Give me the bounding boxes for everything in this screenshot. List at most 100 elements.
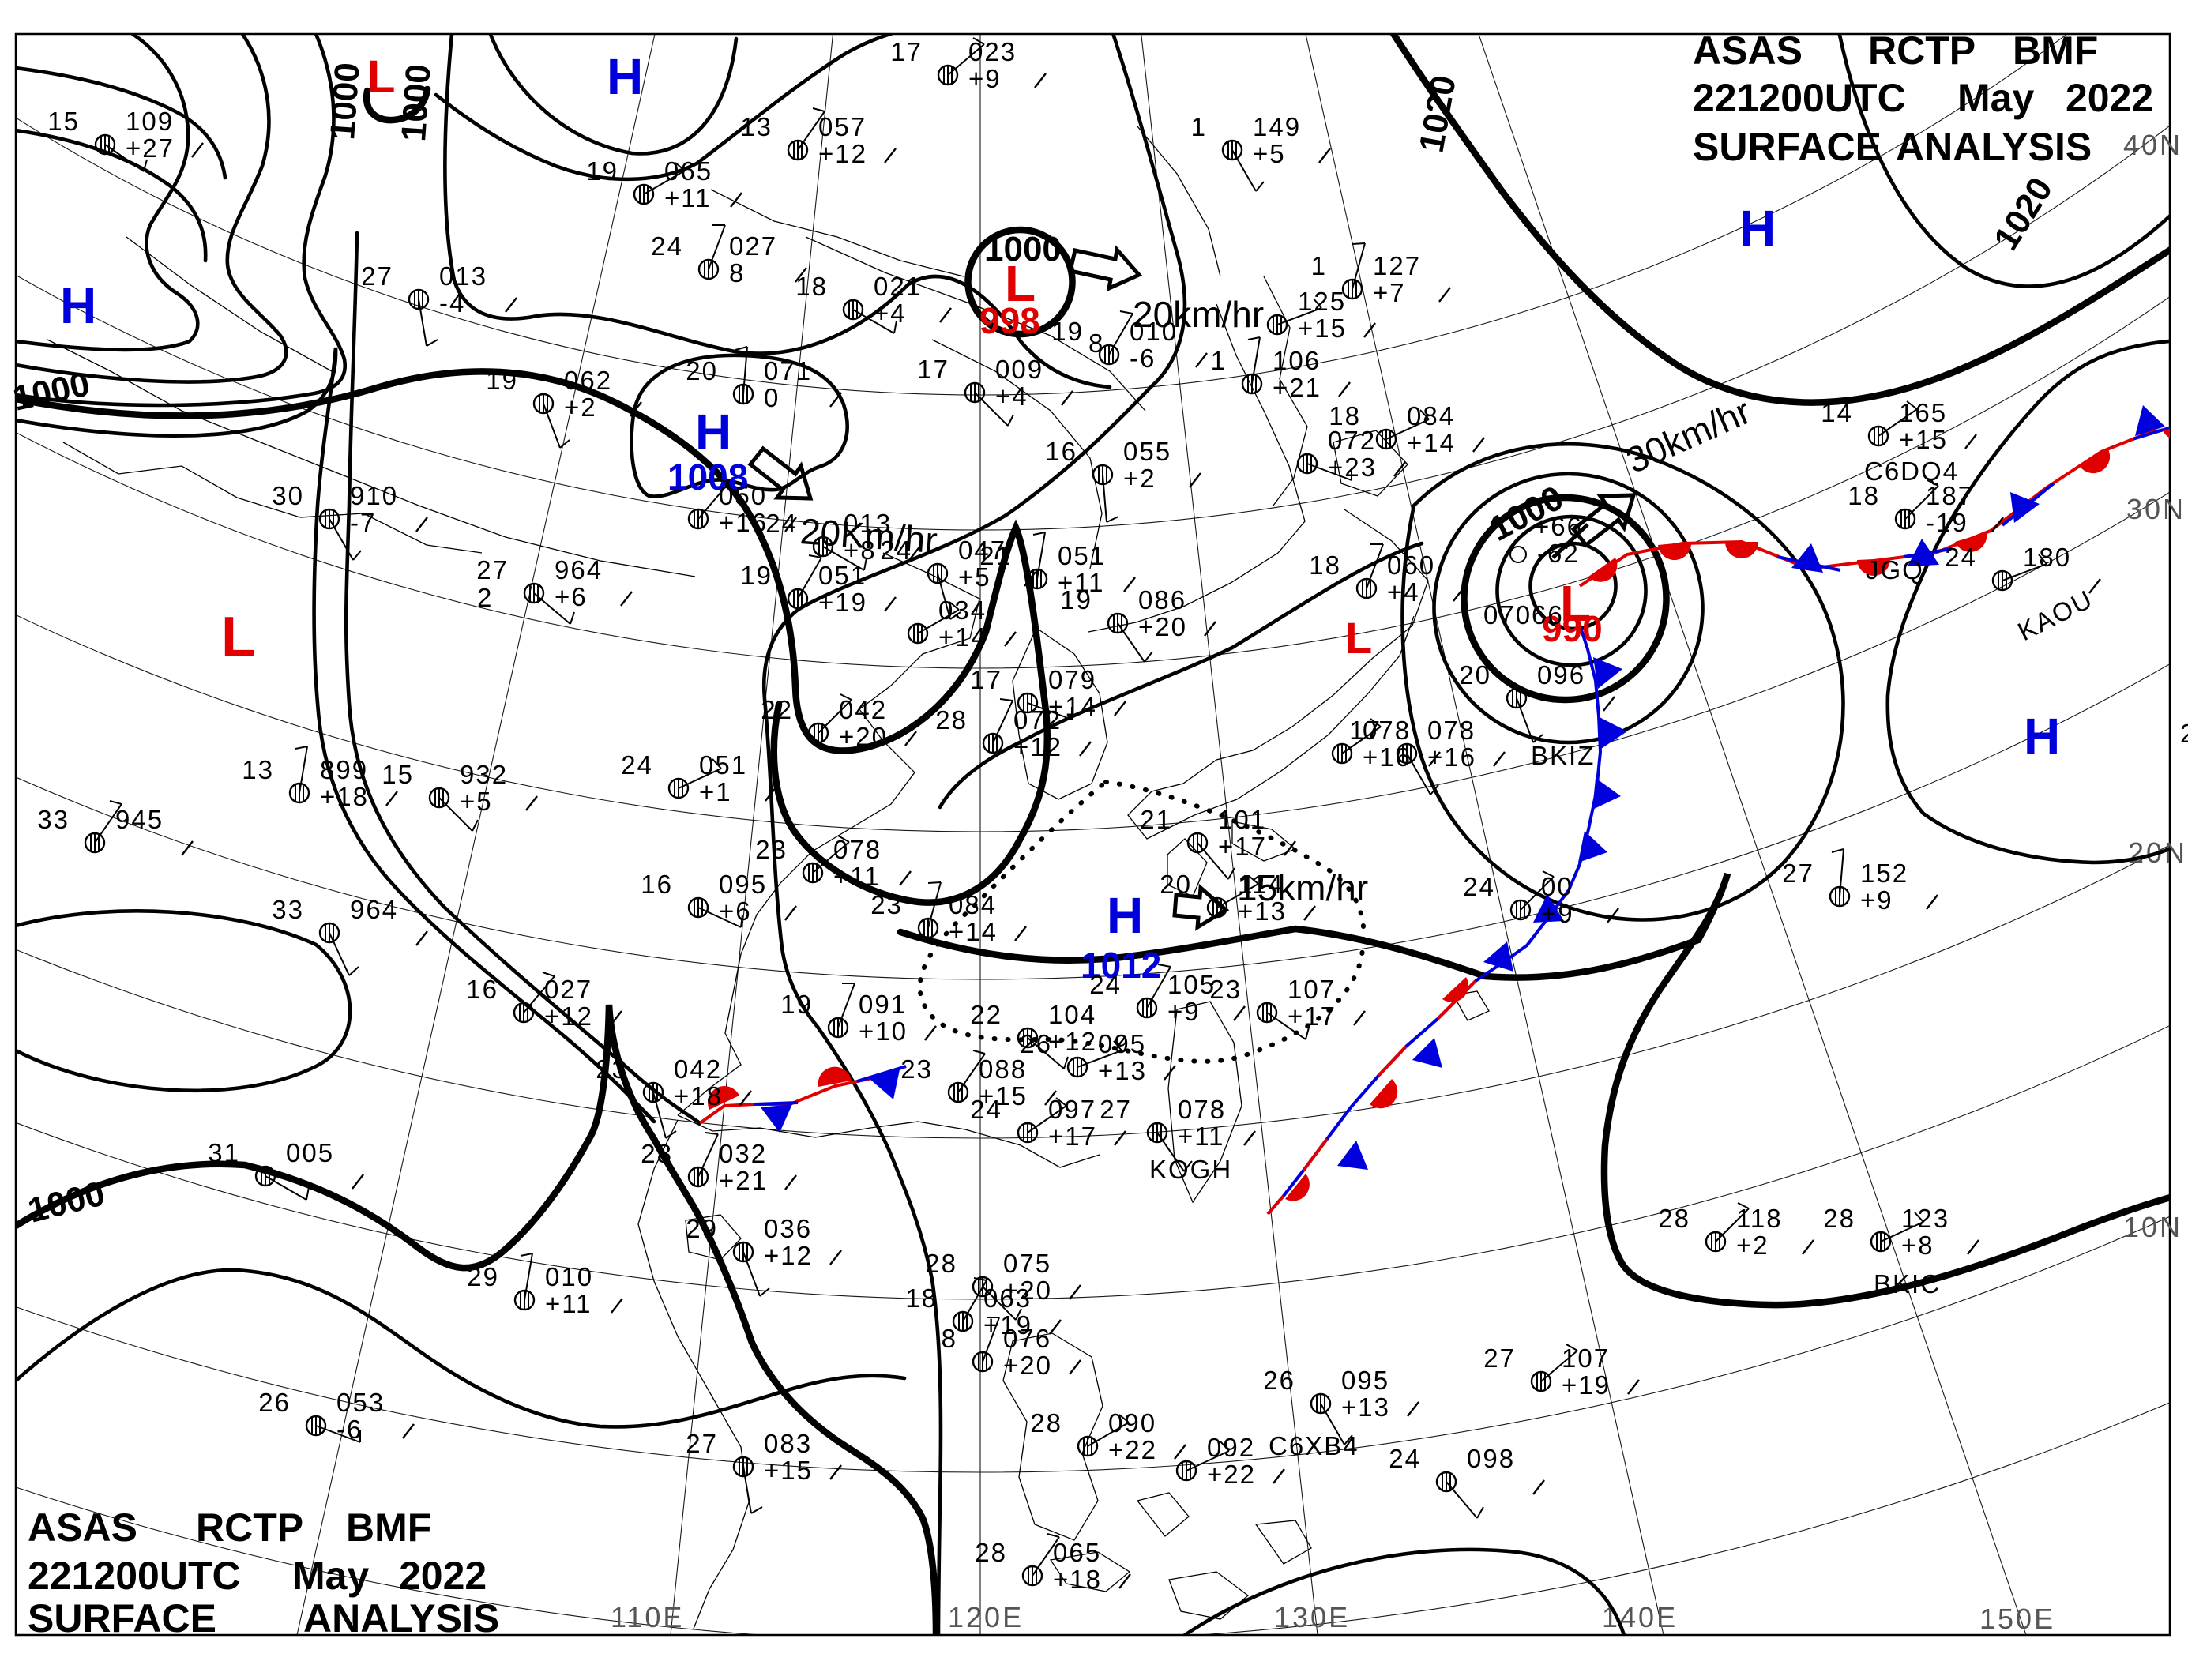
svg-text:BMF: BMF bbox=[2013, 28, 2098, 73]
svg-text:24: 24 bbox=[765, 509, 798, 538]
svg-text:+12: +12 bbox=[544, 1002, 593, 1031]
svg-text:May: May bbox=[1957, 76, 2034, 120]
svg-text:H: H bbox=[695, 404, 731, 460]
svg-text:+19: +19 bbox=[983, 1310, 1032, 1340]
svg-text:+7: +7 bbox=[1373, 278, 1406, 307]
svg-text:20: 20 bbox=[1160, 870, 1192, 899]
svg-text:078: 078 bbox=[1363, 716, 1411, 745]
svg-text:ASAS: ASAS bbox=[28, 1505, 137, 1550]
svg-text:26: 26 bbox=[258, 1388, 291, 1417]
svg-text:+12: +12 bbox=[1048, 1027, 1097, 1056]
svg-text:910: 910 bbox=[350, 481, 398, 510]
svg-text:+18: +18 bbox=[320, 782, 369, 811]
svg-text:-19: -19 bbox=[1926, 508, 1968, 537]
svg-text:013: 013 bbox=[844, 509, 892, 538]
svg-text:22: 22 bbox=[761, 695, 793, 724]
svg-text:072: 072 bbox=[1328, 426, 1376, 455]
svg-text:18: 18 bbox=[795, 272, 828, 301]
svg-text:107: 107 bbox=[1288, 975, 1336, 1004]
svg-text:065: 065 bbox=[664, 156, 712, 186]
svg-text:+20: +20 bbox=[1138, 612, 1187, 641]
svg-text:2022: 2022 bbox=[399, 1554, 487, 1598]
svg-text:H: H bbox=[60, 277, 96, 334]
svg-text:1000: 1000 bbox=[984, 230, 1062, 269]
svg-text:+22: +22 bbox=[1207, 1460, 1256, 1489]
svg-text:19: 19 bbox=[586, 156, 618, 186]
svg-text:33: 33 bbox=[272, 895, 304, 924]
svg-text:-6: -6 bbox=[336, 1415, 363, 1444]
svg-text:130E: 130E bbox=[1274, 1601, 1350, 1633]
svg-text:29: 29 bbox=[467, 1262, 499, 1291]
svg-text:13: 13 bbox=[740, 112, 773, 141]
svg-text:+15: +15 bbox=[979, 1081, 1028, 1111]
svg-text:19: 19 bbox=[486, 366, 518, 395]
svg-text:RCTP: RCTP bbox=[196, 1505, 303, 1550]
svg-text:28: 28 bbox=[1823, 1204, 1855, 1233]
svg-text:+4: +4 bbox=[874, 299, 907, 328]
svg-text:27: 27 bbox=[361, 261, 393, 291]
svg-text:40N: 40N bbox=[2123, 129, 2182, 161]
svg-text:152: 152 bbox=[1860, 859, 1908, 888]
svg-text:+17: +17 bbox=[1048, 1122, 1097, 1151]
svg-text:150E: 150E bbox=[1979, 1603, 2055, 1635]
svg-text:29: 29 bbox=[686, 1214, 718, 1243]
svg-text:19: 19 bbox=[1060, 585, 1092, 614]
svg-text:062: 062 bbox=[564, 366, 612, 395]
svg-text:L: L bbox=[221, 606, 256, 669]
svg-text:+13: +13 bbox=[1238, 896, 1287, 926]
svg-text:091: 091 bbox=[859, 990, 907, 1019]
svg-text:+14: +14 bbox=[1407, 428, 1456, 457]
svg-text:-4: -4 bbox=[439, 288, 465, 318]
svg-text:042: 042 bbox=[674, 1054, 722, 1084]
svg-text:ANALYSIS: ANALYSIS bbox=[1896, 125, 2092, 169]
svg-text:945: 945 bbox=[115, 805, 164, 834]
svg-text:14: 14 bbox=[1821, 398, 1853, 427]
svg-text:+11: +11 bbox=[1178, 1122, 1225, 1151]
svg-text:140E: 140E bbox=[1602, 1601, 1678, 1633]
svg-text:L: L bbox=[1345, 613, 1372, 663]
svg-text:23: 23 bbox=[755, 835, 788, 864]
svg-text:+11: +11 bbox=[1058, 568, 1105, 597]
svg-text:+15: +15 bbox=[764, 1456, 813, 1485]
svg-text:24: 24 bbox=[1389, 1444, 1421, 1473]
svg-text:RCTP: RCTP bbox=[1868, 28, 1976, 73]
svg-text:15km/hr: 15km/hr bbox=[1237, 867, 1368, 908]
svg-text:2: 2 bbox=[2180, 719, 2188, 748]
svg-text:078: 078 bbox=[1178, 1095, 1226, 1124]
svg-text:1: 1 bbox=[1191, 112, 1207, 141]
svg-text:1000: 1000 bbox=[323, 62, 367, 141]
svg-text:KOGH: KOGH bbox=[1149, 1155, 1232, 1184]
svg-text:2: 2 bbox=[477, 583, 493, 612]
svg-text:221200UTC: 221200UTC bbox=[28, 1554, 241, 1598]
svg-text:078: 078 bbox=[1427, 716, 1476, 745]
svg-text:23: 23 bbox=[870, 890, 903, 919]
svg-text:BKIC: BKIC bbox=[1874, 1269, 1941, 1299]
svg-text:+6: +6 bbox=[555, 582, 588, 611]
svg-text:084: 084 bbox=[949, 890, 997, 919]
svg-text:090: 090 bbox=[1108, 1408, 1156, 1438]
svg-text:+11: +11 bbox=[833, 862, 881, 891]
svg-text:+12: +12 bbox=[818, 139, 867, 168]
svg-text:+20: +20 bbox=[1003, 1351, 1052, 1380]
svg-text:095: 095 bbox=[1341, 1366, 1389, 1395]
svg-text:010: 010 bbox=[545, 1262, 593, 1291]
svg-text:053: 053 bbox=[336, 1388, 385, 1417]
svg-text:+20: +20 bbox=[1003, 1276, 1052, 1305]
svg-text:C6DQ4: C6DQ4 bbox=[1864, 457, 1959, 486]
svg-text:+4: +4 bbox=[1387, 577, 1420, 607]
svg-text:+1: +1 bbox=[699, 777, 732, 806]
svg-text:055: 055 bbox=[1123, 437, 1171, 466]
svg-text:+13: +13 bbox=[1341, 1392, 1390, 1422]
svg-text:L: L bbox=[367, 51, 395, 103]
svg-text:118: 118 bbox=[1736, 1204, 1783, 1233]
svg-text:120E: 120E bbox=[948, 1601, 1024, 1633]
svg-text:+5: +5 bbox=[1253, 139, 1286, 168]
svg-text:+17: +17 bbox=[1288, 1002, 1336, 1031]
svg-text:20km/hr: 20km/hr bbox=[1133, 294, 1264, 335]
svg-text:+4: +4 bbox=[995, 381, 1028, 411]
svg-text:18: 18 bbox=[1309, 551, 1341, 580]
svg-text:20: 20 bbox=[686, 356, 718, 385]
svg-text:17: 17 bbox=[917, 355, 949, 384]
svg-text:127: 127 bbox=[1373, 251, 1421, 280]
svg-text:998: 998 bbox=[979, 300, 1040, 341]
